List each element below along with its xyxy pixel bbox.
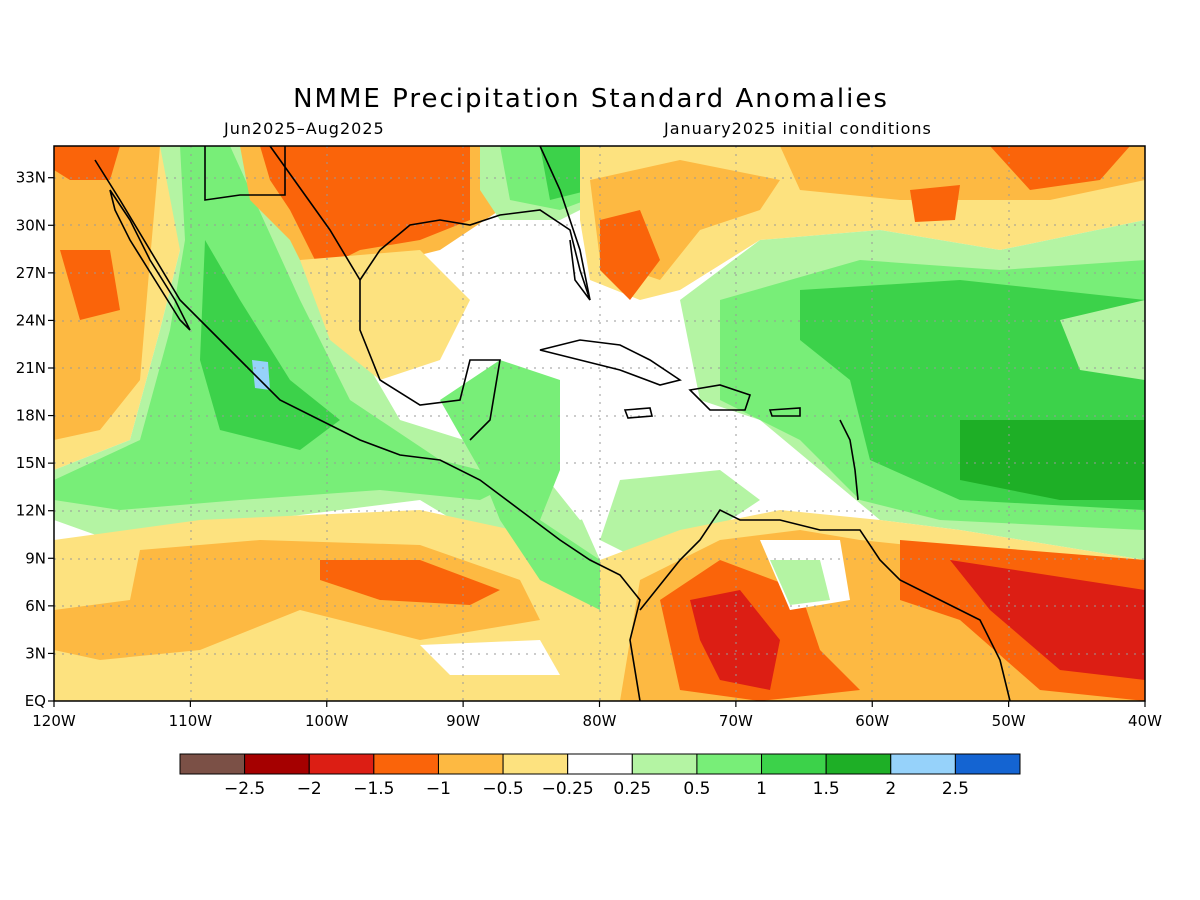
dry-region-us-south-strong — [260, 146, 470, 270]
lat-tick-label: 3N — [25, 644, 46, 662]
lat-tick-label: 9N — [25, 549, 46, 567]
coastlines — [94, 145, 1011, 702]
colorbar-swatch — [437, 753, 504, 775]
colorbar-swatch — [244, 753, 310, 775]
us-gulf-coast — [359, 209, 591, 301]
colorbar-label: 2.5 — [942, 779, 969, 799]
us-mexico-border — [204, 146, 286, 201]
wet-region-atlantic-verystrong — [960, 420, 1145, 500]
longitude-axis: 120W 110W 100W 90W 80W 70W 60W 50W 40W — [32, 701, 1162, 730]
dry-region-atlantic-north-strong — [990, 146, 1130, 190]
gulf-coast — [269, 145, 501, 441]
neutral-region-caribbean — [540, 400, 800, 520]
latitude-axis: EQ 3N 6N 9N 12N 15N 18N 21N 24N 27N 30N 33N — [16, 169, 54, 710]
lon-tick-label: 50W — [992, 712, 1026, 730]
colorbar-swatch — [825, 753, 892, 775]
colorbar-swatch — [761, 753, 827, 775]
lat-tick-label: 27N — [16, 264, 46, 282]
jamaica — [623, 407, 654, 419]
lat-tick-label: EQ — [25, 692, 46, 710]
initial-conditions-subtitle: January2025 initial conditions — [664, 119, 932, 138]
dry-region-pacific-north-strong2 — [54, 146, 120, 180]
neutral-region-pacific-south — [420, 640, 560, 675]
cuba — [539, 339, 682, 386]
lat-tick-label: 18N — [16, 407, 46, 425]
anomaly-field — [54, 146, 1145, 701]
dry-region-florida-strong — [600, 210, 660, 300]
colorbar-label: 1 — [756, 779, 767, 799]
puerto-rico — [768, 407, 801, 417]
colorbar-label: −1 — [426, 779, 451, 799]
colorbar-label: −2.5 — [224, 779, 265, 799]
dry-region-pacific-north-strong — [60, 250, 120, 320]
lat-tick-label: 6N — [25, 597, 46, 615]
lat-tick-label: 12N — [16, 502, 46, 520]
colorbar-label: 0.5 — [683, 779, 710, 799]
dry-region-pacific-south-strong — [320, 560, 500, 605]
wet-region-venezuela — [770, 560, 830, 605]
hispaniola — [688, 384, 752, 411]
lon-tick-label: 60W — [855, 712, 889, 730]
map-title: NMME Precipitation Standard Anomalies — [293, 84, 889, 114]
colorbar: −2.5 −2 −1.5 −1 −0.5 −0.25 0.25 0.5 1 1.5 2 2.5 — [179, 753, 1021, 799]
lat-tick-label: 24N — [16, 311, 46, 329]
lon-tick-label: 80W — [583, 712, 617, 730]
dry-region-atlantic-strong2 — [910, 185, 960, 222]
colorbar-label: −2 — [297, 779, 322, 799]
colorbar-label: 2 — [885, 779, 896, 799]
lesser-antilles — [839, 419, 859, 501]
lon-tick-label: 100W — [305, 712, 349, 730]
colorbar-label: −0.5 — [482, 779, 523, 799]
wet-region-central-america — [440, 360, 640, 610]
wet-region-caribbean-coast — [600, 470, 760, 560]
lat-tick-label: 21N — [16, 359, 46, 377]
lon-tick-label: 110W — [169, 712, 213, 730]
colorbar-swatch — [954, 753, 1021, 775]
colorbar-swatch — [502, 753, 569, 775]
lat-tick-label: 30N — [16, 216, 46, 234]
colorbar-label: −1.5 — [353, 779, 394, 799]
colorbar-swatch — [890, 753, 956, 775]
season-subtitle: Jun2025–Aug2025 — [224, 119, 385, 138]
lon-tick-label: 90W — [446, 712, 480, 730]
wet-region-mexico-coast-strong — [200, 240, 340, 450]
colorbar-label: −0.25 — [542, 779, 594, 799]
colorbar-swatch — [631, 753, 698, 775]
lon-tick-label: 120W — [32, 712, 76, 730]
colorbar-swatch — [179, 753, 246, 775]
colorbar-swatch — [373, 753, 439, 775]
mexico-pacific-coast — [94, 159, 641, 702]
colorbar-label: 0.25 — [613, 779, 651, 799]
colorbar-swatch — [696, 753, 763, 775]
lat-tick-label: 15N — [16, 454, 46, 472]
baja-california — [109, 189, 191, 331]
florida-east — [539, 145, 591, 301]
colorbar-swatch — [308, 753, 375, 775]
wet-region-mexico-coast-mod — [54, 146, 520, 510]
neutral-region-atlantic-patch — [1060, 300, 1145, 380]
dry-region-guianas-verystrong — [950, 560, 1145, 680]
lat-tick-label: 33N — [16, 169, 46, 187]
map-gridlines — [54, 146, 1145, 701]
dry-region-south-america-verystrong — [690, 590, 780, 690]
colorbar-label: 1.5 — [813, 779, 840, 799]
wet-region-mexico-lake — [252, 360, 270, 390]
lon-tick-label: 70W — [719, 712, 753, 730]
colorbar-swatch — [567, 753, 633, 775]
lon-tick-label: 40W — [1128, 712, 1162, 730]
south-america-north-coast — [639, 508, 1011, 702]
dry-region-gulf — [300, 250, 470, 380]
